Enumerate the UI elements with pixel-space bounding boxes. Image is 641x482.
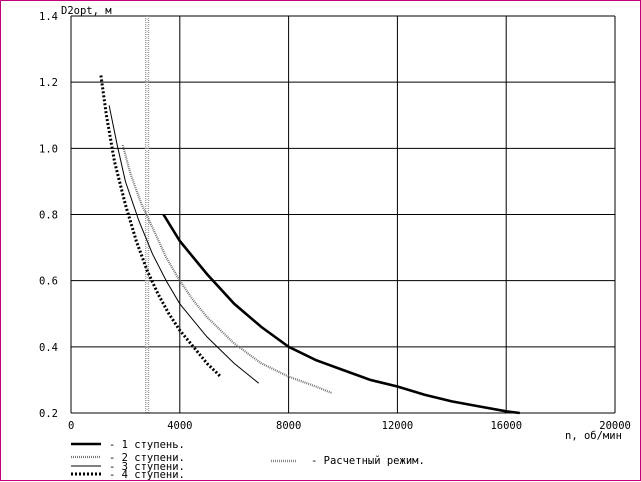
axes (70, 16, 615, 414)
x-tick-label: 8000 (276, 420, 301, 432)
x-tick-label: 4000 (167, 420, 192, 432)
x-tick-label: 12000 (382, 420, 414, 432)
legend-label-3: - 3 ступени. (109, 461, 185, 473)
y-tick-label: 1.4 (39, 11, 58, 23)
series-group (99, 75, 520, 415)
legend: - 1 ступень.- 2 ступени.- 3 ступени.- 4 … (71, 439, 425, 481)
y-tick-label: 1.2 (39, 77, 58, 89)
series-line-3 (108, 105, 260, 384)
series-line-4 (99, 75, 222, 378)
y-tick-label: 0.8 (39, 210, 58, 222)
series-line-2 (121, 144, 333, 395)
legend-label-design-mode: - Расчетный режим. (311, 455, 425, 467)
x-tick-labels: 0 4000 8000 12000 16000 20000 (68, 420, 631, 432)
y-tick-labels: 0.2 0.4 0.6 0.8 1.0 1.2 1.4 (39, 11, 58, 420)
grid-lines (71, 15, 616, 413)
legend-label-4: - 4 ступени. (109, 469, 185, 481)
legend-label-1: - 1 ступень. (109, 439, 185, 451)
legend-label-2: - 2 ступени. (109, 452, 185, 464)
design-mode-line (145, 16, 150, 413)
series-line-1 (162, 213, 520, 415)
y-tick-label: 0.2 (39, 408, 58, 420)
x-tick-label: 16000 (490, 420, 522, 432)
y-tick-label: 0.4 (39, 342, 58, 354)
y-tick-label: 0.6 (39, 276, 58, 288)
x-axis-label: n, об/мин (565, 430, 622, 442)
y-axis-label: D2opt, м (61, 5, 112, 17)
x-tick-label: 20000 (599, 420, 631, 432)
y-tick-label: 1.0 (39, 143, 58, 155)
x-tick-label: 0 (68, 420, 74, 432)
